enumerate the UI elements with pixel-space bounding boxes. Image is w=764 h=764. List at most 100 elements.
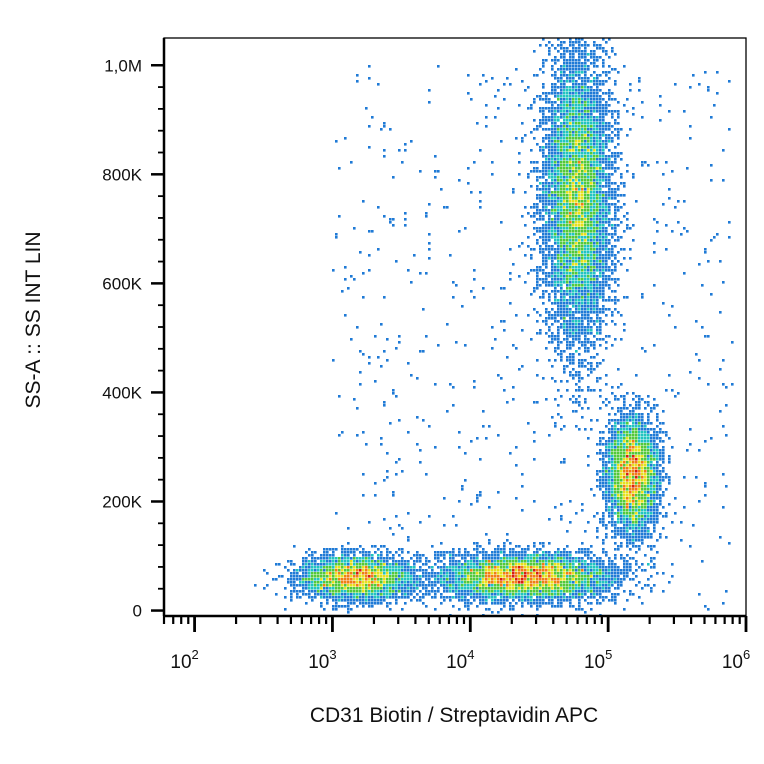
event-dot [659, 455, 662, 458]
event-dot [560, 44, 563, 47]
event-dot [620, 419, 623, 422]
event-dot [488, 506, 491, 509]
event-dot [518, 275, 521, 278]
event-dot [587, 317, 590, 320]
event-dot [569, 44, 572, 47]
event-dot [581, 344, 584, 347]
event-dot [599, 482, 602, 485]
event-dot [593, 203, 596, 206]
event-dot [566, 251, 569, 254]
event-dot [569, 104, 572, 107]
event-dot [605, 137, 608, 140]
event-dot [641, 161, 644, 164]
event-dot [629, 89, 632, 92]
event-dot [566, 116, 569, 119]
event-dot [572, 272, 575, 275]
event-dot [584, 47, 587, 50]
event-dot [647, 491, 650, 494]
event-dot [584, 329, 587, 332]
event-dot [614, 134, 617, 137]
event-dot [614, 245, 617, 248]
event-dot [407, 512, 410, 515]
event-dot [536, 74, 539, 77]
event-dot [311, 584, 314, 587]
event-dot [683, 227, 686, 230]
event-dot [542, 191, 545, 194]
event-dot [578, 323, 581, 326]
event-dot [554, 149, 557, 152]
event-dot [545, 581, 548, 584]
event-dot [572, 194, 575, 197]
event-dot [650, 545, 653, 548]
event-dot [629, 473, 632, 476]
event-dot [620, 425, 623, 428]
event-dot [623, 497, 626, 500]
event-dot [602, 110, 605, 113]
event-dot [611, 92, 614, 95]
event-dot [485, 554, 488, 557]
event-dot [533, 557, 536, 560]
event-dot [473, 161, 476, 164]
event-dot [515, 575, 518, 578]
event-dot [653, 218, 656, 221]
event-dot [422, 572, 425, 575]
event-dot [635, 479, 638, 482]
event-dot [605, 281, 608, 284]
event-dot [611, 515, 614, 518]
event-dot [662, 494, 665, 497]
event-dot [590, 110, 593, 113]
event-dot [362, 581, 365, 584]
event-dot [596, 182, 599, 185]
event-dot [332, 569, 335, 572]
event-dot [455, 524, 458, 527]
event-dot [512, 548, 515, 551]
event-dot [467, 581, 470, 584]
event-dot [356, 557, 359, 560]
event-dot [569, 233, 572, 236]
event-dot [416, 569, 419, 572]
event-dot [602, 125, 605, 128]
event-dot [575, 101, 578, 104]
event-dot [596, 338, 599, 341]
event-dot [341, 563, 344, 566]
event-dot [614, 161, 617, 164]
event-dot [368, 254, 371, 257]
event-dot [614, 122, 617, 125]
event-dot [362, 569, 365, 572]
event-dot [323, 572, 326, 575]
event-dot [515, 569, 518, 572]
event-dot [602, 266, 605, 269]
event-dot [584, 266, 587, 269]
event-dot [566, 185, 569, 188]
event-dot [536, 269, 539, 272]
event-dot [596, 305, 599, 308]
event-dot [431, 569, 434, 572]
event-dot [566, 545, 569, 548]
event-dot [545, 320, 548, 323]
event-dot [422, 308, 425, 311]
event-dot [551, 191, 554, 194]
event-dot [524, 548, 527, 551]
event-dot [584, 68, 587, 71]
event-dot [482, 560, 485, 563]
event-dot [452, 566, 455, 569]
event-dot [350, 338, 353, 341]
event-dot [359, 251, 362, 254]
event-dot [638, 80, 641, 83]
event-dot [611, 392, 614, 395]
event-dot [530, 560, 533, 563]
event-dot [557, 308, 560, 311]
event-dot [581, 170, 584, 173]
event-dot [548, 518, 551, 521]
event-dot [395, 575, 398, 578]
event-dot [599, 164, 602, 167]
event-dot [581, 305, 584, 308]
event-dot [584, 278, 587, 281]
event-dot [641, 476, 644, 479]
event-dot [326, 548, 329, 551]
event-dot [560, 182, 563, 185]
event-dot [698, 83, 701, 86]
event-dot [599, 101, 602, 104]
event-dot [554, 203, 557, 206]
event-dot [596, 242, 599, 245]
